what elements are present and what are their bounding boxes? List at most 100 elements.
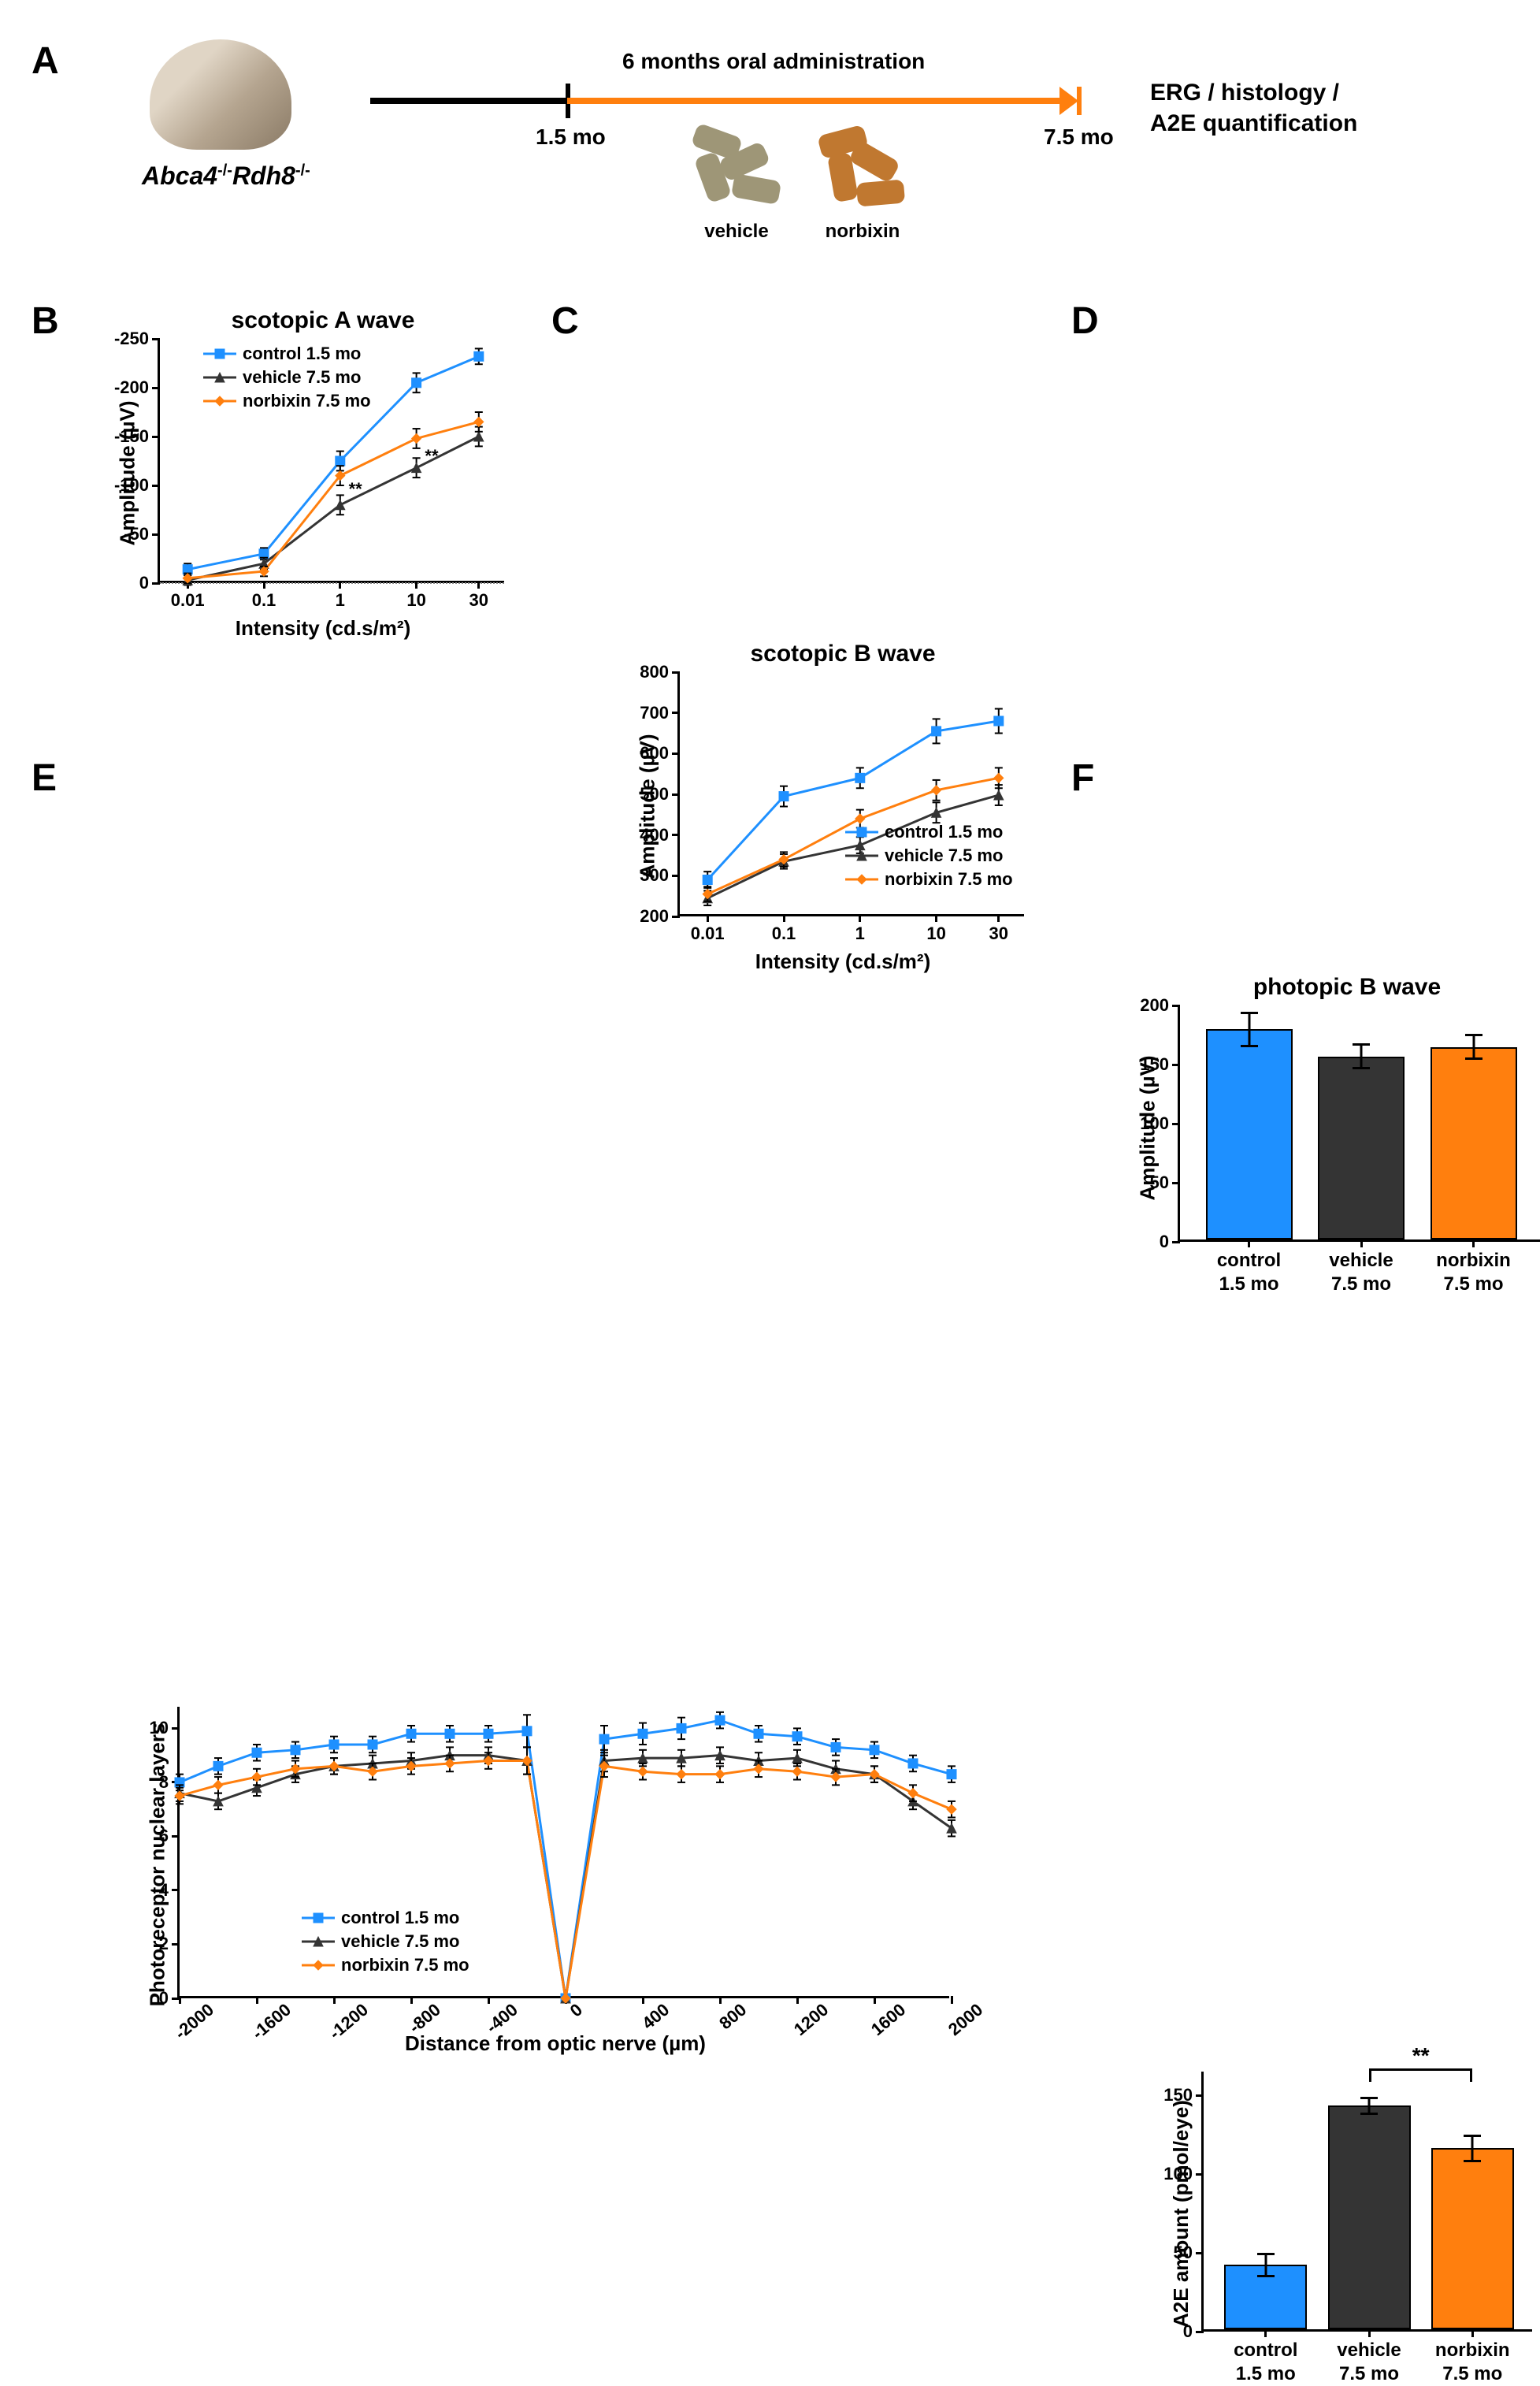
legend-item: control 1.5 mo xyxy=(845,822,1013,842)
ytick-label: 200 xyxy=(1140,995,1180,1016)
panel-d-label: D xyxy=(1071,299,1099,343)
ytick-label: 100 xyxy=(1140,1113,1180,1134)
ytick-label: -200 xyxy=(114,377,160,398)
bar-label: norbixin7.5 mo xyxy=(1436,1239,1511,1296)
panel-f-ylabel: A2E amount (pmol/eye) xyxy=(1169,2100,1193,2328)
panel-b-xlabel: Intensity (cd.s/m²) xyxy=(110,616,536,641)
ytick-label: 50 xyxy=(1150,1173,1180,1193)
genotype-label: Abca4-/-Rdh8-/- xyxy=(142,162,310,191)
ytick-label: -50 xyxy=(124,524,160,544)
xtick-label: 1 xyxy=(855,914,865,944)
panel-e-chart: Photoreceptor nuclear layers 0246810-200… xyxy=(130,1707,981,2056)
legend: control 1.5 mo vehicle 7.5 mo norbixin 7.5… xyxy=(203,344,371,414)
figure-root: A Abca4-/-Rdh8-/- 6 months oral administ… xyxy=(32,32,1508,1251)
panel-c-title: scotopic B wave xyxy=(630,641,1056,667)
panel-b-title: scotopic A wave xyxy=(110,307,536,334)
panel-c-plot: 2003004005006007008000.010.111030control… xyxy=(677,672,1024,916)
ytick-label: 0 xyxy=(1160,1232,1180,1252)
legend-item: control 1.5 mo xyxy=(203,344,371,364)
xtick-label: 10 xyxy=(406,581,425,611)
vehicle-pellets: vehicle xyxy=(685,122,788,217)
xtick-label: 30 xyxy=(989,914,1008,944)
panel-a: Abca4-/-Rdh8-/- 6 months oral administra… xyxy=(134,39,1473,236)
ytick-label: 600 xyxy=(640,743,680,764)
significance-bracket xyxy=(1369,2068,1472,2071)
ytick-label: 0 xyxy=(159,1988,180,2009)
ytick-label: 150 xyxy=(1163,2085,1204,2105)
panel-c-label: C xyxy=(551,299,579,343)
bar xyxy=(1431,2148,1514,2329)
bar-label: control1.5 mo xyxy=(1234,2329,1297,2386)
legend: control 1.5 mo vehicle 7.5 mo norbixin 7.5… xyxy=(302,1908,469,1979)
ytick-label: 6 xyxy=(159,1826,180,1846)
panel-f-label: F xyxy=(1071,756,1094,800)
timepoint-end: 7.5 mo xyxy=(1044,125,1114,150)
xtick-label: 0 xyxy=(563,1996,587,2021)
panel-b-plot: 0-50-100-150-200-2500.010.111030****cont… xyxy=(158,339,504,583)
ytick-label: 400 xyxy=(640,825,680,846)
timeline-treatment xyxy=(567,98,1063,104)
bar-label: vehicle7.5 mo xyxy=(1329,1239,1393,1296)
xtick-label: 0.01 xyxy=(171,581,205,611)
timeline-pre xyxy=(370,98,567,104)
ytick-label: 200 xyxy=(640,906,680,927)
bar xyxy=(1318,1057,1405,1240)
panel-d-plot: 050100150200control1.5 movehicle7.5 mono… xyxy=(1178,1005,1540,1242)
timeline-arrow xyxy=(1059,87,1091,115)
ytick-label: -250 xyxy=(114,329,160,349)
panel-e-label: E xyxy=(32,756,57,800)
panel-d-chart: photopic B wave Amplitude (µV) 050100150… xyxy=(1134,974,1540,1242)
significance-label: ** xyxy=(1412,2043,1430,2068)
xtick-label: 10 xyxy=(926,914,945,944)
timepoint-start: 1.5 mo xyxy=(536,125,606,150)
panel-b-chart: scotopic A wave Amplitude (µV) 0-50-100-… xyxy=(110,307,536,641)
xtick-label: 0.1 xyxy=(772,914,796,944)
panel-f-chart: A2E amount (pmol/eye) 050100150control1.… xyxy=(1158,2072,1540,2332)
legend-item: vehicle 7.5 mo xyxy=(203,367,371,388)
ytick-label: 500 xyxy=(640,784,680,805)
ytick-label: -100 xyxy=(114,475,160,496)
bar xyxy=(1206,1029,1293,1239)
vehicle-pellet-label: vehicle xyxy=(685,221,788,243)
panel-a-label: A xyxy=(32,39,59,83)
panel-b-label: B xyxy=(32,299,59,343)
ytick-label: 0 xyxy=(1183,2321,1204,2342)
panel-d-title: photopic B wave xyxy=(1134,974,1540,1001)
xtick-label: 0.01 xyxy=(691,914,725,944)
xtick-label: 30 xyxy=(469,581,488,611)
norbixin-pellets: norbixin xyxy=(811,122,914,217)
norbixin-pellet-label: norbixin xyxy=(811,221,914,243)
bar-label: vehicle7.5 mo xyxy=(1337,2329,1401,2386)
significance-marker: ** xyxy=(349,479,362,500)
ytick-label: 0 xyxy=(139,573,160,593)
ytick-label: 50 xyxy=(1174,2243,1204,2263)
ytick-label: 4 xyxy=(159,1880,180,1901)
ytick-label: 150 xyxy=(1140,1054,1180,1075)
legend-item: control 1.5 mo xyxy=(302,1908,469,1928)
legend-item: norbixin 7.5 mo xyxy=(302,1955,469,1975)
legend: control 1.5 mo vehicle 7.5 mo norbixin 7.5… xyxy=(845,822,1013,893)
panel-c-chart: scotopic B wave Amplitude (µV) 200300400… xyxy=(630,641,1056,974)
panel-c-xlabel: Intensity (cd.s/m²) xyxy=(630,950,1056,974)
ytick-label: 2 xyxy=(159,1934,180,1954)
legend-item: vehicle 7.5 mo xyxy=(845,846,1013,866)
legend-item: norbixin 7.5 mo xyxy=(203,391,371,411)
panel-e-ylabel: Photoreceptor nuclear layers xyxy=(145,1723,169,2007)
ytick-label: 10 xyxy=(150,1718,180,1738)
ytick-label: -150 xyxy=(114,426,160,447)
legend-item: vehicle 7.5 mo xyxy=(302,1931,469,1952)
legend-item: norbixin 7.5 mo xyxy=(845,869,1013,890)
ytick-label: 300 xyxy=(640,865,680,886)
bar xyxy=(1328,2105,1411,2329)
bar-label: control1.5 mo xyxy=(1217,1239,1281,1296)
significance-marker: ** xyxy=(425,446,438,466)
panel-e-plot: 0246810-2000-1600-1200-800-4000400800120… xyxy=(177,1707,949,1998)
bar xyxy=(1431,1047,1517,1240)
treatment-title: 6 months oral administration xyxy=(622,49,925,74)
ytick-label: 700 xyxy=(640,703,680,723)
panel-f-plot: 050100150control1.5 movehicle7.5 monorbi… xyxy=(1201,2072,1532,2332)
bar-label: norbixin7.5 mo xyxy=(1435,2329,1510,2386)
ytick-label: 100 xyxy=(1163,2164,1204,2184)
mouse-illustration xyxy=(150,39,291,150)
ytick-label: 8 xyxy=(159,1772,180,1793)
